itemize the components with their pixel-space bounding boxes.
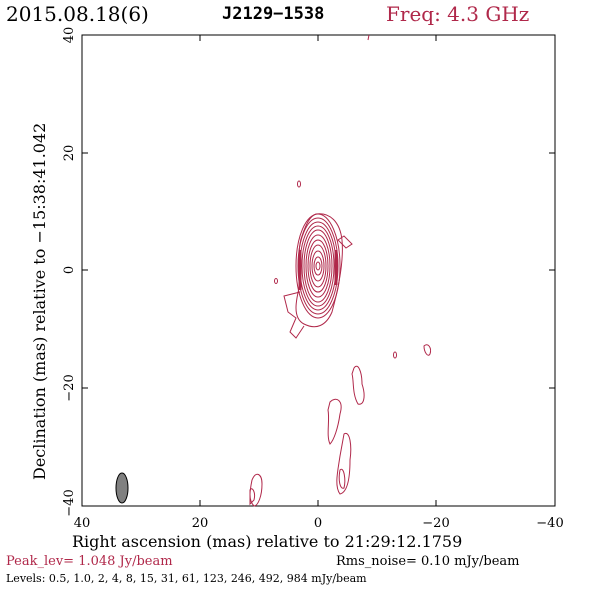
y-tick-label: 40	[62, 27, 77, 44]
peak-level: Peak_lev= 1.048 Jy/beam	[6, 554, 173, 569]
frequency-label: Freq: 4.3 GHz	[386, 2, 530, 26]
noise-contours	[249, 34, 431, 507]
epoch-date: 2015.08.18(6)	[6, 2, 149, 26]
x-tick-label: 20	[192, 516, 209, 531]
contour-levels: Levels: 0.5, 1.0, 2, 4, 8, 15, 31, 61, 1…	[6, 572, 367, 585]
contour-ring	[311, 250, 325, 282]
beam-ellipse	[115, 472, 129, 504]
x-ticks	[81, 35, 556, 506]
contour-ring	[303, 229, 333, 303]
x-tick-label: −20	[422, 516, 449, 531]
source-name: J2129−1538	[222, 4, 325, 24]
y-tick-label: −20	[62, 374, 77, 401]
contour-ring	[307, 239, 329, 293]
x-tick-label: 40	[74, 516, 91, 531]
contour-ring	[297, 217, 339, 315]
contour-ring	[301, 225, 335, 307]
x-tick-label: 0	[314, 516, 322, 531]
y-ticks	[82, 34, 555, 507]
y-axis-label: Declination (mas) relative to −15:38:41.…	[30, 122, 49, 480]
plot-frame	[81, 34, 556, 507]
core-contours	[283, 213, 353, 339]
contour-ring	[315, 261, 321, 271]
contour-ring	[313, 256, 323, 276]
y-tick-label: −40	[62, 489, 77, 516]
rms-noise: Rms_noise= 0.10 mJy/beam	[336, 554, 520, 569]
y-tick-label: 20	[62, 145, 77, 162]
contour-ring	[295, 213, 341, 319]
y-tick-label: 0	[62, 266, 77, 274]
contour-ring	[309, 244, 327, 288]
x-axis-label: Right ascension (mas) relative to 21:29:…	[72, 532, 463, 551]
x-tick-label: −40	[536, 516, 563, 531]
contour-ring	[305, 234, 331, 298]
